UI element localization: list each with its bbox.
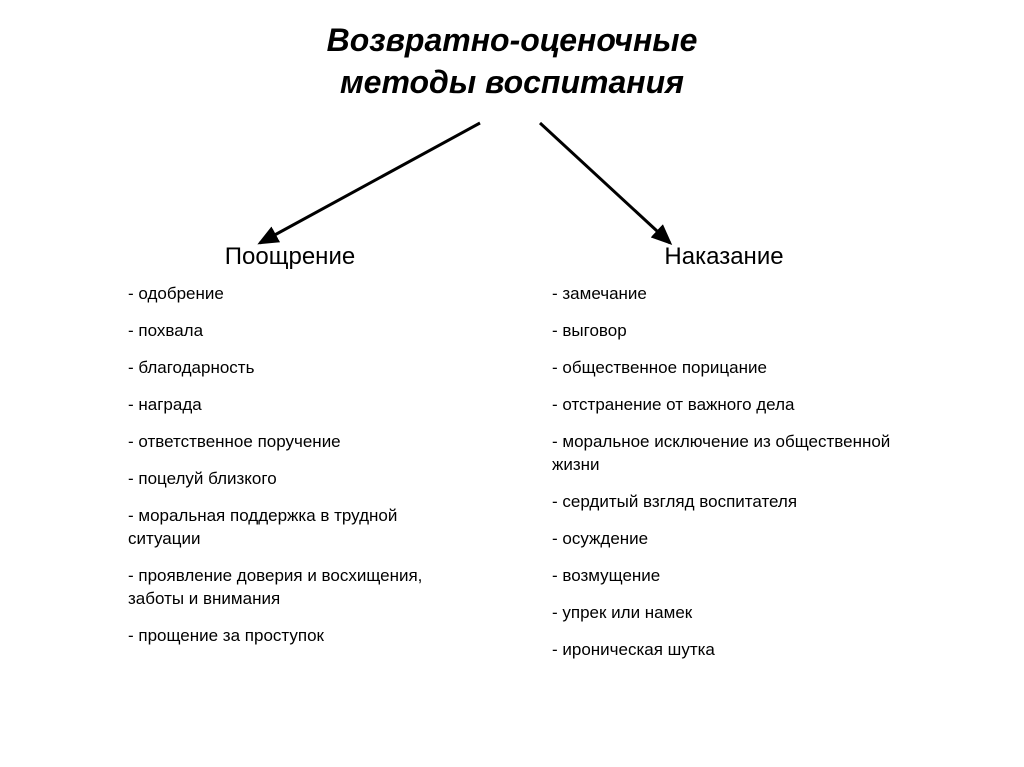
right-column: Наказание - замечание - выговор - общест… [544,243,904,675]
left-item: - благодарность [120,357,460,380]
left-item: - поцелуй близкого [120,468,460,491]
left-column: Поощрение - одобрение - похвала - благод… [120,243,460,675]
left-item: - одобрение [120,283,460,306]
left-item: - похвала [120,320,460,343]
right-item: - общественное порицание [544,357,904,380]
diagram-title: Возвратно-оценочные методы воспитания [0,0,1024,103]
right-item: - замечание [544,283,904,306]
left-item: - прощение за проступок [120,625,460,648]
title-line-1: Возвратно-оценочные [0,20,1024,62]
left-item: - моральная поддержка в трудной ситуации [120,505,460,551]
right-item: - сердитый взгляд воспитателя [544,491,904,514]
arrows-container [0,113,1024,253]
columns-container: Поощрение - одобрение - похвала - благод… [0,243,1024,675]
left-item: - проявление доверия и восхищения, забот… [120,565,460,611]
right-item: - осуждение [544,528,904,551]
left-item: - награда [120,394,460,417]
arrow-right [540,123,670,243]
right-item: - моральное исключение из общественной ж… [544,431,904,477]
right-item: - выговор [544,320,904,343]
arrow-left [260,123,480,243]
right-item: - возмущение [544,565,904,588]
left-item: - ответственное поручение [120,431,460,454]
arrows-svg [0,113,1024,253]
right-item: - отстранение от важного дела [544,394,904,417]
title-line-2: методы воспитания [0,62,1024,104]
right-item: - ироническая шутка [544,639,904,662]
right-item: - упрек или намек [544,602,904,625]
